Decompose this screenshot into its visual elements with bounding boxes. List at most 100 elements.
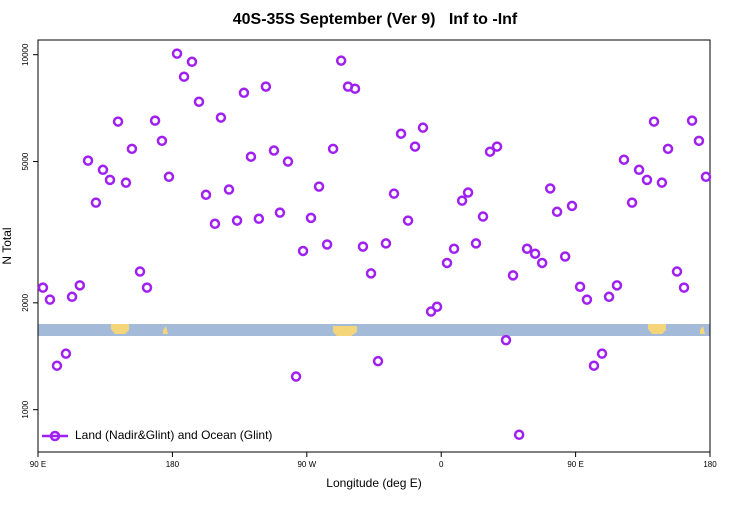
point xyxy=(402,215,414,226)
point xyxy=(574,281,586,292)
point xyxy=(662,143,674,155)
y-tick-label: 2000 xyxy=(21,293,30,311)
x-tick-label: 0 xyxy=(439,460,444,469)
point xyxy=(149,115,161,126)
point xyxy=(238,87,250,99)
point xyxy=(120,177,132,188)
point xyxy=(477,211,489,222)
legend-label: Land (Nadir&Glint) and Ocean (Glint) xyxy=(75,428,272,442)
point xyxy=(596,348,608,359)
x-tick-label: 90 W xyxy=(297,460,316,469)
point xyxy=(104,174,116,186)
point xyxy=(388,188,400,199)
point xyxy=(693,135,705,147)
point xyxy=(74,280,86,291)
point xyxy=(163,171,175,183)
point xyxy=(253,213,265,225)
x-tick-label: 90 E xyxy=(567,460,583,469)
point xyxy=(193,96,205,107)
point xyxy=(231,215,243,226)
point xyxy=(223,184,235,195)
point xyxy=(245,151,257,162)
point xyxy=(335,55,347,66)
point xyxy=(349,83,361,94)
x-axis-label: Longitude (deg E) xyxy=(326,476,421,490)
point xyxy=(529,248,541,259)
y-tick-label: 1000 xyxy=(21,400,30,418)
point xyxy=(274,207,286,218)
point xyxy=(37,282,49,293)
point xyxy=(380,238,392,249)
point xyxy=(90,197,102,208)
point xyxy=(618,154,630,165)
point xyxy=(462,187,474,198)
point xyxy=(171,48,183,59)
point xyxy=(648,116,660,127)
x-tick-label: 180 xyxy=(703,460,717,469)
point xyxy=(513,429,525,440)
point xyxy=(209,218,221,230)
point xyxy=(700,171,712,183)
point xyxy=(51,360,63,371)
point xyxy=(282,156,294,167)
point xyxy=(290,371,302,382)
point xyxy=(60,348,72,359)
map-strip xyxy=(38,324,710,336)
x-tick-label: 180 xyxy=(166,460,180,469)
point xyxy=(313,181,325,192)
plot-frame xyxy=(37,39,711,453)
point xyxy=(441,257,453,269)
point xyxy=(559,251,571,262)
point xyxy=(260,81,272,92)
point xyxy=(134,266,146,277)
point xyxy=(357,241,369,252)
point xyxy=(178,71,190,82)
point xyxy=(544,183,556,194)
point xyxy=(297,245,309,257)
point xyxy=(641,174,653,186)
point xyxy=(448,243,460,255)
point xyxy=(305,212,317,224)
point xyxy=(566,200,578,212)
point xyxy=(156,135,168,147)
point xyxy=(409,141,421,152)
point xyxy=(678,282,690,293)
point xyxy=(97,164,109,176)
point xyxy=(603,291,615,303)
point xyxy=(470,238,482,249)
chart-title: 40S-35S September (Ver 9) Inf to -Inf xyxy=(233,11,518,28)
point xyxy=(536,257,548,269)
point xyxy=(82,155,94,166)
point xyxy=(456,195,468,206)
point xyxy=(551,206,563,218)
point xyxy=(588,360,600,371)
point xyxy=(611,280,623,291)
point xyxy=(686,115,698,126)
point xyxy=(633,164,645,176)
point xyxy=(66,291,78,303)
point xyxy=(431,301,443,312)
point xyxy=(491,141,503,152)
point xyxy=(484,146,496,157)
point xyxy=(327,143,339,155)
point xyxy=(141,282,153,293)
point xyxy=(507,270,519,281)
legend-marker xyxy=(49,430,61,442)
point xyxy=(215,112,227,123)
point xyxy=(417,122,429,133)
point xyxy=(44,294,56,305)
point xyxy=(268,145,280,156)
point xyxy=(581,294,593,305)
point xyxy=(200,189,212,201)
point xyxy=(521,243,533,255)
point xyxy=(671,266,683,277)
y-tick-label: 10000 xyxy=(21,43,30,66)
x-tick-label: 90 E xyxy=(30,460,46,469)
point xyxy=(372,355,384,367)
point xyxy=(365,268,377,279)
y-axis-label: N Total xyxy=(0,227,14,264)
point xyxy=(395,128,407,139)
point xyxy=(321,239,333,250)
point xyxy=(186,56,198,68)
